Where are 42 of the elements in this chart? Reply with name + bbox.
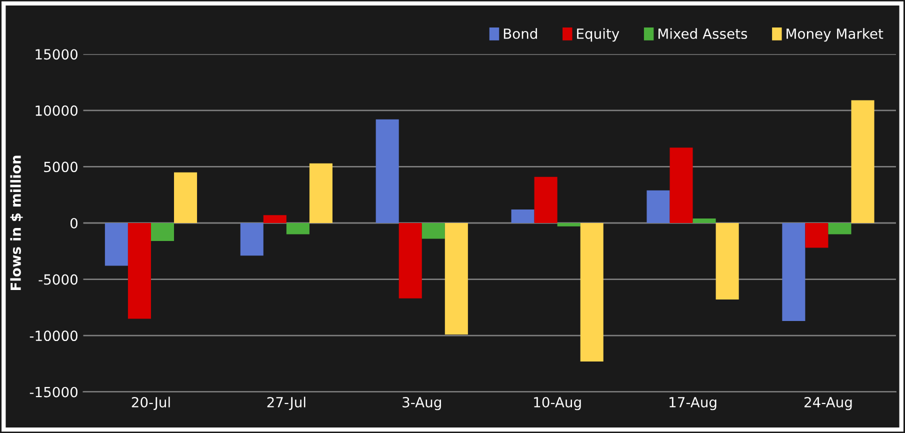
legend-label: Equity <box>577 28 620 42</box>
bar <box>422 222 445 239</box>
bar <box>263 215 286 223</box>
bar <box>150 222 174 242</box>
x-tick-label: 17-Aug <box>670 397 716 410</box>
bar <box>309 163 332 223</box>
bar <box>104 222 128 266</box>
bar <box>240 222 264 256</box>
legend-label: Money Market <box>786 28 884 42</box>
bar <box>534 176 558 223</box>
y-tick-label: 0 <box>70 218 78 228</box>
bar <box>444 222 468 334</box>
x-tick-label: 3-Aug <box>402 396 441 410</box>
bar <box>716 222 739 300</box>
y-axis-title: Flows in $ million <box>10 156 23 290</box>
y-tick-label: 15000 <box>36 49 78 60</box>
bar <box>557 222 580 226</box>
bar <box>670 148 693 223</box>
bar <box>286 222 310 234</box>
bar <box>646 190 670 223</box>
bar <box>782 222 806 321</box>
y-tick-label: -15000 <box>30 386 78 398</box>
y-tick-label: -5000 <box>38 274 78 285</box>
bar <box>805 222 828 248</box>
legend-label: Bond <box>504 28 537 39</box>
bar <box>174 172 198 223</box>
x-tick-label: 10-Aug <box>534 396 581 410</box>
bar <box>511 209 534 223</box>
bar <box>398 222 422 298</box>
legend-label: Mixed Assets <box>658 28 748 39</box>
bar <box>128 222 151 319</box>
y-tick-label: -10000 <box>30 330 78 342</box>
bar <box>828 222 852 234</box>
bar <box>376 119 399 223</box>
y-tick-label: 10000 <box>36 105 78 116</box>
bar <box>851 100 874 223</box>
bar <box>692 218 716 223</box>
x-tick-label: 20-Jul <box>132 396 170 410</box>
y-tick-label: 5000 <box>44 162 78 172</box>
bar <box>580 222 604 362</box>
x-tick-label: 27-Jul <box>267 396 306 410</box>
x-tick-label: 24-Aug <box>804 396 852 410</box>
